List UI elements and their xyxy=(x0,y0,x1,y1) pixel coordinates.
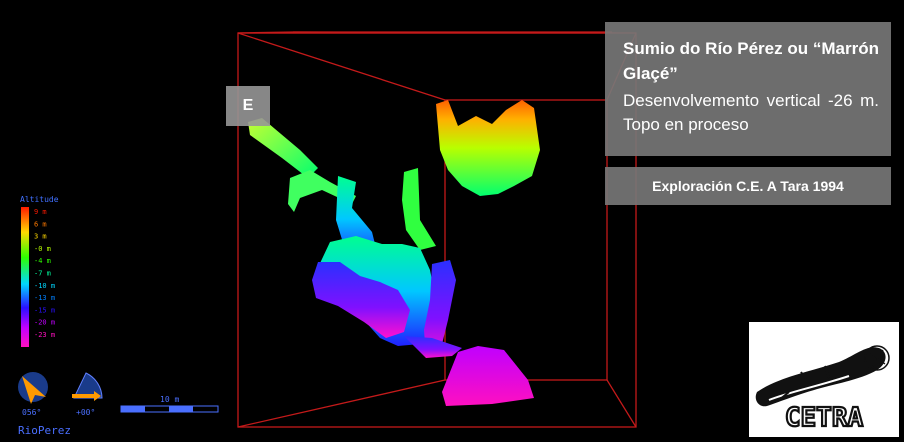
cave-branch-spur xyxy=(288,170,356,212)
legend-color-bar xyxy=(21,207,29,347)
cave-shaft-green xyxy=(402,168,436,250)
direction-marker: E xyxy=(226,86,270,126)
legend-level-label: -4 m xyxy=(34,257,51,265)
cave-lower-chamber xyxy=(312,262,410,338)
cave-upper-chamber xyxy=(436,100,540,196)
legend-level-label: 9 m xyxy=(34,208,47,216)
survey-name: RioPerez xyxy=(18,424,71,437)
credit-text: Exploración C.E. A Tara 1994 xyxy=(652,178,844,194)
legend-level-label: 6 m xyxy=(34,220,47,228)
cave-lower-shaft xyxy=(424,260,456,358)
scale-label: 10 m xyxy=(160,395,179,404)
legend-level-label: -23 m xyxy=(34,331,55,339)
orientation-widget: 056° +00° xyxy=(18,372,103,417)
cave-description: Desenvolvemento vertical -26 m. Topo en … xyxy=(623,91,879,134)
logo-text: CETRA xyxy=(785,403,864,433)
legend-level-label: -13 m xyxy=(34,294,55,302)
logo-graphic: CETRA xyxy=(755,345,890,434)
cave-bottom-passage xyxy=(404,336,462,358)
marker-label: E xyxy=(242,97,254,114)
cetra-logo: CETRA xyxy=(749,322,899,437)
credit-panel: Exploración C.E. A Tara 1994 xyxy=(605,167,891,205)
scale-bar: 10 m xyxy=(120,395,219,413)
legend-level-label: 3 m xyxy=(34,233,47,241)
legend-title: Altitude xyxy=(20,195,59,204)
altitude-legend: Altitude 9 m 6 m 3 m -0 m -4 m -7 m -10 m -13 m… xyxy=(20,195,59,347)
tilt-arrow-icon xyxy=(72,391,101,401)
info-panel: Sumio do Río Pérez ou “Marrón Glaçé” Des… xyxy=(605,22,891,156)
legend-level-label: -10 m xyxy=(34,282,55,290)
cave-title: Sumio do Río Pérez ou “Marrón Glaçé” xyxy=(623,39,879,83)
legend-level-label: -20 m xyxy=(34,319,55,327)
legend-level-label: -0 m xyxy=(34,245,51,253)
compass-arrow-icon xyxy=(22,376,46,404)
bounding-box xyxy=(237,31,637,428)
legend-level-label: -7 m xyxy=(34,270,51,278)
legend-level-label: -15 m xyxy=(34,306,55,314)
tilt-value: +00° xyxy=(76,408,95,417)
cave-branch-east xyxy=(248,118,318,178)
cave-model[interactable] xyxy=(248,100,540,406)
compass-heading: 056° xyxy=(22,408,41,417)
cave-bottom-chamber xyxy=(442,346,534,406)
